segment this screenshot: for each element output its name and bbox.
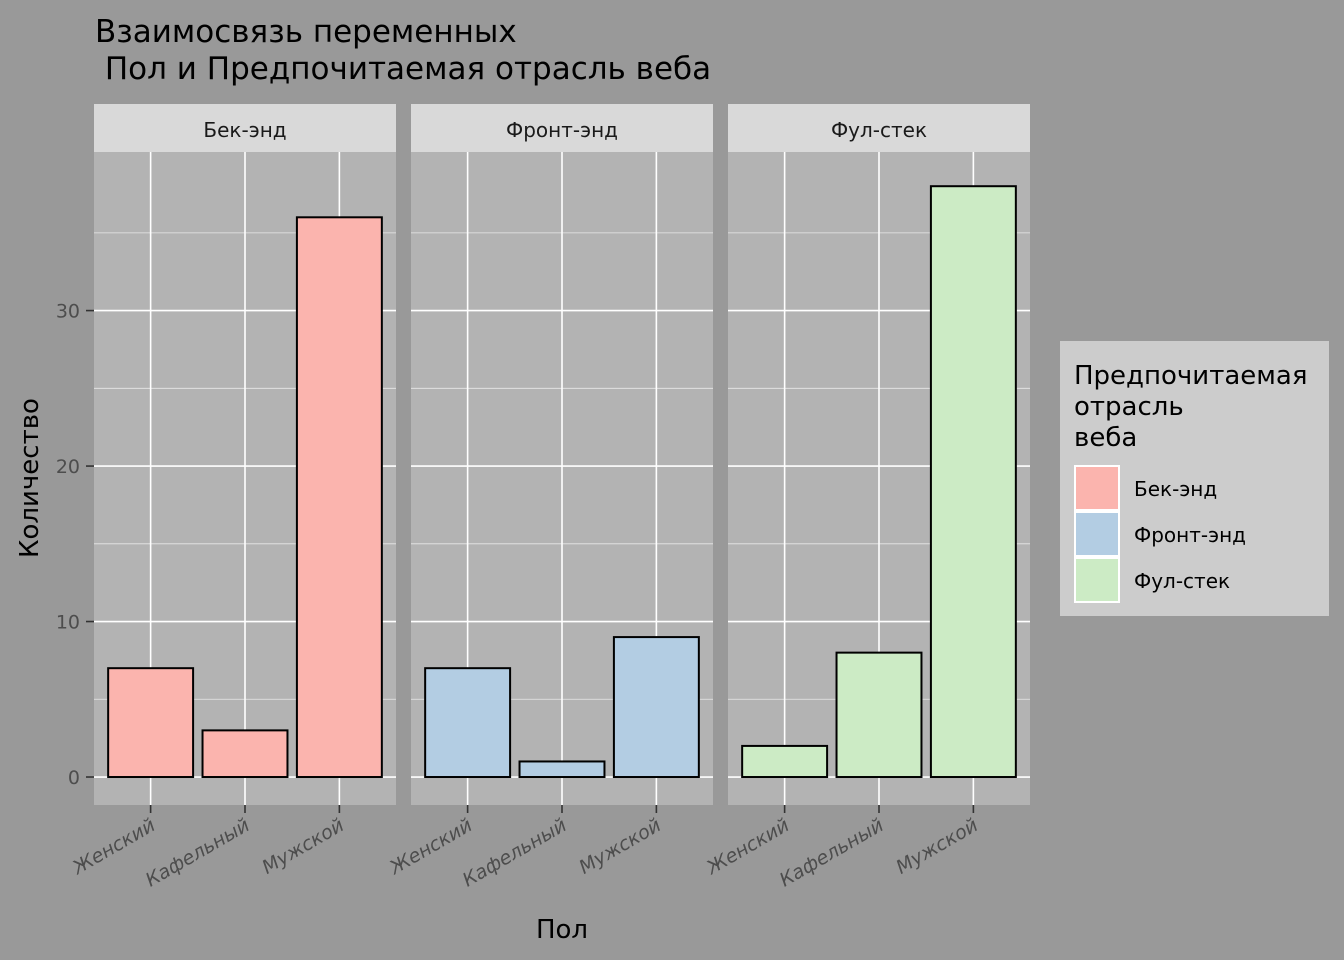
legend-title-line-2: отрасль	[1074, 392, 1184, 422]
bar-3-1	[741, 744, 829, 779]
legend-title-line-1: Предпочитаемая	[1074, 361, 1307, 391]
legend: Предпочитаемая отрасль веба Бек-энд Фронт…	[1060, 341, 1329, 616]
x-axis-title: Пол	[536, 915, 588, 945]
bar-3-2	[835, 651, 923, 779]
facet-strip	[728, 104, 1030, 152]
legend-key-swatch	[1074, 465, 1120, 511]
y-axis: 0 10 20 30	[56, 301, 94, 789]
bar-1-3	[295, 216, 383, 779]
bar-1-2	[201, 729, 289, 779]
bar-3-3	[929, 185, 1017, 779]
bar-2-1	[424, 667, 512, 779]
y-tick-label: 10	[56, 612, 80, 634]
bar-1-1	[107, 667, 195, 779]
legend-entry-label: Фронт-энд	[1134, 523, 1246, 547]
facet-strip-label: Бек-энд	[203, 118, 286, 142]
legend-key-swatch	[1074, 511, 1120, 557]
legend-keys: Бек-энд Фронт-энд Фул-стек	[1074, 465, 1246, 603]
facet-strip-label: Фронт-энд	[506, 118, 618, 142]
legend-title-line-3: веба	[1074, 423, 1137, 453]
legend-key-swatch	[1074, 557, 1120, 603]
legend-entry-label: Бек-энд	[1134, 477, 1217, 501]
y-tick-label: 20	[56, 456, 80, 478]
y-tick-label: 30	[56, 301, 80, 323]
y-tick-label: 0	[68, 767, 80, 789]
facet-strip	[94, 104, 396, 152]
bar-2-3	[612, 636, 700, 779]
chart-title-line-1: Взаимосвязь переменных	[95, 14, 517, 50]
chart-title-line-2: Пол и Предпочитаемая отрасль веба	[95, 51, 711, 87]
facet-strip-label: Фул-стек	[831, 118, 927, 142]
y-axis-title: Количество	[15, 398, 45, 558]
facet-strip	[411, 104, 713, 152]
chart-title: Взаимосвязь переменных Пол и Предпочитае…	[95, 14, 711, 87]
legend-entry-label: Фул-стек	[1134, 569, 1230, 593]
bar-2-2	[518, 760, 606, 779]
